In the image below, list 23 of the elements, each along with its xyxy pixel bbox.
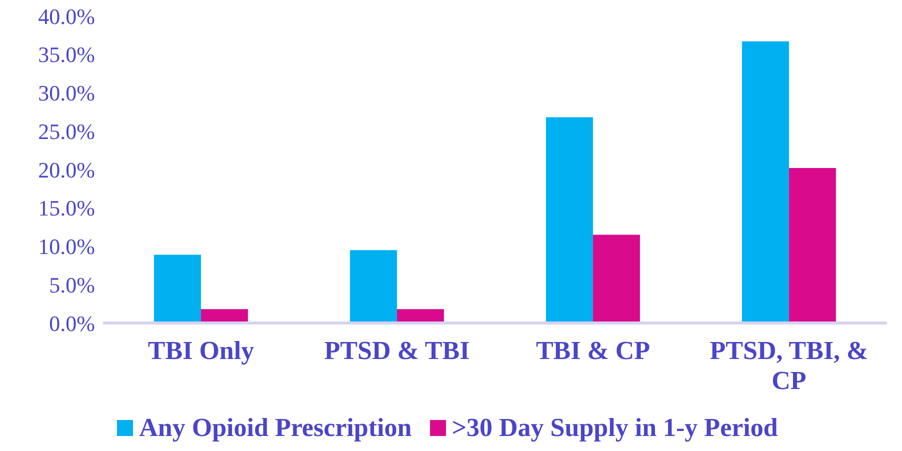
x-tick-label: TBI & CP	[536, 336, 650, 365]
bar	[742, 41, 789, 323]
y-tick-label: 25.0%	[38, 118, 95, 144]
bar	[154, 254, 201, 323]
legend-label: Any Opioid Prescription	[138, 413, 412, 443]
y-tick-label: 30.0%	[38, 80, 95, 106]
y-tick-label: 35.0%	[38, 42, 95, 68]
bar	[350, 250, 397, 323]
y-tick-label: 15.0%	[38, 196, 95, 221]
legend-label: >30 Day Supply in 1-y Period	[450, 413, 778, 443]
y-tick-label: 5.0%	[49, 272, 95, 298]
y-tick-label: 0.0%	[49, 310, 95, 336]
x-tick-label: PTSD & TBI	[324, 336, 470, 365]
bar	[396, 309, 444, 323]
y-tick-label: 20.0%	[38, 157, 95, 182]
x-tick-label: TBI Only	[148, 336, 254, 365]
y-tick-label: 40.0%	[38, 4, 95, 29]
bar	[546, 117, 593, 323]
y-tick-label: 10.0%	[38, 234, 95, 260]
bar	[592, 234, 640, 323]
bar	[788, 168, 836, 323]
bar	[200, 309, 248, 323]
x-tick-label: PTSD, TBI, & CP	[710, 336, 868, 395]
